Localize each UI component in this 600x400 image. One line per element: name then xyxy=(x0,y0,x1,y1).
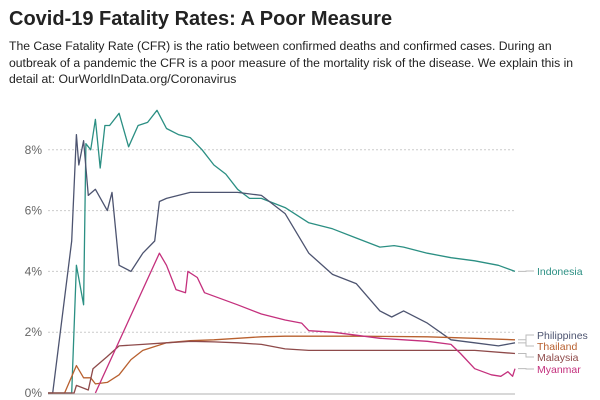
series-label-malaysia: Malaysia xyxy=(537,352,579,364)
series-line-myanmar xyxy=(94,252,516,394)
label-connector xyxy=(518,352,534,358)
y-tick-label: 4% xyxy=(25,264,43,278)
label-connector xyxy=(518,334,534,344)
chart-title: Covid-19 Fatality Rates: A Poor Measure xyxy=(9,8,393,30)
series-line-philippines xyxy=(48,133,516,394)
y-tick-label: 8% xyxy=(25,143,43,157)
y-tick-label: 2% xyxy=(25,325,43,339)
chart-subtitle: The Case Fatality Rate (CFR) is the rati… xyxy=(9,39,574,86)
label-connector xyxy=(518,339,534,347)
series-label-thailand: Thailand xyxy=(537,341,577,353)
series-line-indonesia xyxy=(48,109,516,394)
series-label-philippines: Philippines xyxy=(537,330,588,342)
series-label-myanmar: Myanmar xyxy=(537,364,581,376)
y-tick-label: 6% xyxy=(25,204,43,218)
series-label-indonesia: Indonesia xyxy=(537,266,583,278)
series-line-thailand xyxy=(48,335,516,394)
y-tick-label: 0% xyxy=(25,386,43,400)
series-line-malaysia xyxy=(48,340,516,394)
